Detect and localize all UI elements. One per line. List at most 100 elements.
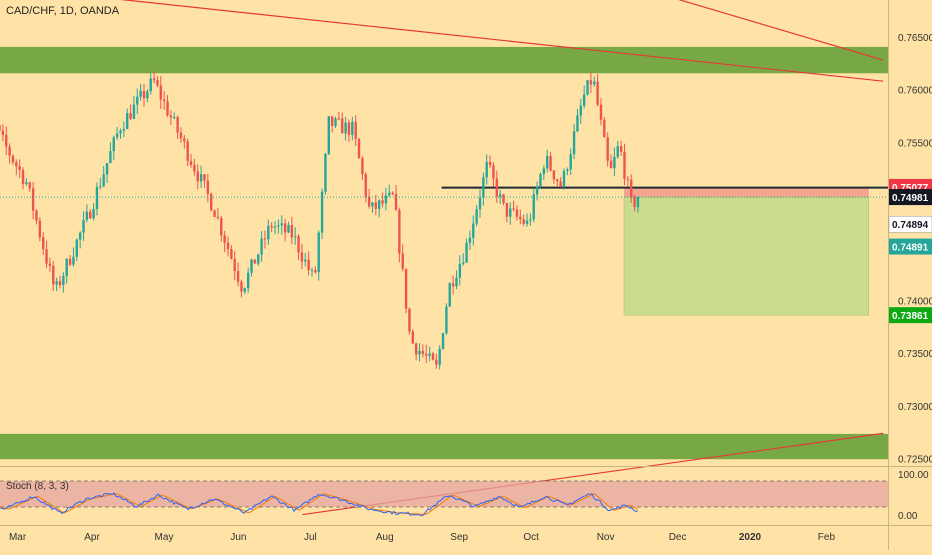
candle — [72, 247, 75, 267]
candle-body — [11, 155, 15, 163]
stop-loss-zone[interactable] — [624, 186, 869, 198]
candle — [532, 189, 535, 223]
stoch-tick-100: 100.00 — [898, 470, 929, 481]
candle-body — [183, 138, 186, 142]
candle — [582, 85, 586, 109]
candle — [408, 307, 411, 335]
candle — [341, 112, 344, 134]
candle — [230, 245, 233, 260]
price-label[interactable]: 0.74891 — [889, 238, 932, 255]
candle — [384, 187, 388, 211]
candle-body — [455, 277, 458, 287]
candle — [320, 188, 324, 240]
candle-body — [213, 210, 216, 218]
candle — [556, 178, 559, 188]
candle-body — [522, 219, 525, 224]
candle-body — [196, 171, 199, 182]
candle-body — [414, 343, 418, 355]
candle — [330, 116, 334, 133]
candle-body — [609, 160, 613, 169]
stoch-tick-0: 0.00 — [898, 511, 918, 522]
candle — [280, 215, 283, 235]
candle — [633, 194, 636, 212]
candle-body — [186, 141, 189, 161]
candle-body — [290, 225, 294, 238]
candle — [539, 172, 542, 189]
candle — [136, 88, 139, 114]
trendline-1[interactable] — [0, 0, 884, 82]
price-tick-label: 0.76500 — [898, 33, 932, 44]
candle — [314, 266, 317, 274]
time-tick-label: Dec — [669, 532, 687, 543]
candle-body — [441, 333, 445, 349]
candle — [95, 182, 99, 216]
candle-body — [512, 208, 515, 210]
candle — [388, 184, 391, 198]
candle — [85, 204, 89, 223]
candle-body — [421, 350, 425, 354]
price-label-box — [889, 238, 932, 255]
candle-body — [267, 225, 270, 240]
candle — [126, 108, 129, 130]
candle-body — [15, 162, 18, 167]
candle — [404, 268, 408, 314]
candle — [287, 221, 290, 234]
candle — [576, 108, 579, 133]
candle — [475, 204, 478, 227]
candle-body — [250, 259, 253, 273]
price-label-text: 0.74894 — [892, 220, 929, 231]
candle-body — [173, 117, 176, 119]
candle-body — [411, 331, 414, 344]
candle-body — [519, 216, 522, 220]
candle — [509, 202, 512, 225]
trendline-2[interactable] — [559, 0, 884, 61]
candle — [589, 72, 593, 93]
candle — [636, 196, 640, 213]
candle — [381, 192, 384, 208]
time-tick-label: Jul — [304, 532, 317, 543]
time-tick-label: Nov — [597, 532, 615, 543]
candle — [468, 230, 472, 250]
candle — [593, 76, 596, 87]
candle — [213, 209, 216, 218]
candle — [193, 158, 196, 176]
candle — [462, 253, 465, 266]
candle — [623, 143, 626, 186]
price-label[interactable]: 0.74894 — [888, 215, 932, 233]
candle — [619, 140, 623, 157]
candle — [482, 172, 485, 206]
price-label[interactable]: 0.74981 — [889, 189, 932, 206]
candle-body — [539, 174, 542, 187]
candle-body — [146, 91, 149, 99]
candle — [89, 209, 92, 219]
candle-body — [38, 220, 42, 238]
candle — [367, 188, 371, 209]
candle — [52, 261, 55, 292]
take-profit-zone[interactable] — [623, 196, 870, 316]
candle-body — [122, 128, 126, 131]
candle-body — [206, 180, 210, 194]
candle — [206, 173, 210, 203]
candle-body — [139, 91, 142, 97]
candle-body — [18, 166, 21, 170]
candle-body — [65, 258, 68, 276]
candle-body — [559, 181, 562, 187]
candle — [99, 177, 102, 190]
candle — [129, 104, 132, 121]
candle-body — [210, 193, 213, 211]
candle-body — [388, 192, 391, 196]
price-tick-label: 0.76000 — [898, 86, 932, 97]
candle-body — [166, 101, 169, 116]
candle-body — [28, 182, 31, 189]
candle — [337, 111, 341, 121]
candle — [68, 255, 72, 267]
candle-body — [243, 288, 246, 292]
time-tick-label: Mar — [9, 532, 27, 543]
candle-body — [216, 217, 220, 219]
candle — [351, 116, 354, 141]
candle-body — [236, 271, 240, 282]
time-tick-label: Jun — [230, 532, 246, 543]
price-tick-label: 0.73000 — [898, 402, 932, 413]
price-label[interactable]: 0.73861 — [889, 307, 932, 324]
